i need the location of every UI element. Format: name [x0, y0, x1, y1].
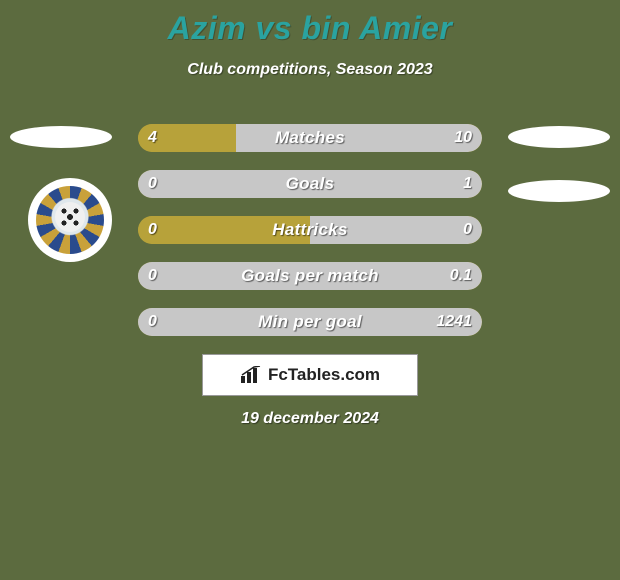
team-crest-left [28, 178, 112, 262]
stat-label: Min per goal [138, 308, 482, 336]
logo-text: FcTables.com [268, 365, 380, 385]
stat-bar: 00Hattricks [138, 216, 482, 244]
stat-bar: 00.1Goals per match [138, 262, 482, 290]
subtitle: Club competitions, Season 2023 [0, 61, 620, 79]
bars-icon [240, 366, 262, 384]
player-right-placeholder-2 [508, 180, 610, 202]
stat-bar: 01Goals [138, 170, 482, 198]
player-left-placeholder [10, 126, 112, 148]
stats-bars: 410Matches 01Goals 00Hattricks 00.1Goals pe… [138, 124, 482, 354]
stat-label: Hattricks [138, 216, 482, 244]
stat-label: Goals [138, 170, 482, 198]
player-right-placeholder-1 [508, 126, 610, 148]
date-text: 19 december 2024 [0, 410, 620, 428]
stat-bar: 410Matches [138, 124, 482, 152]
page-title: Azim vs bin Amier [0, 0, 620, 47]
stat-label: Matches [138, 124, 482, 152]
soccer-ball-icon [55, 202, 85, 232]
fctables-logo[interactable]: FcTables.com [202, 354, 418, 396]
stat-bar: 01241Min per goal [138, 308, 482, 336]
stat-label: Goals per match [138, 262, 482, 290]
